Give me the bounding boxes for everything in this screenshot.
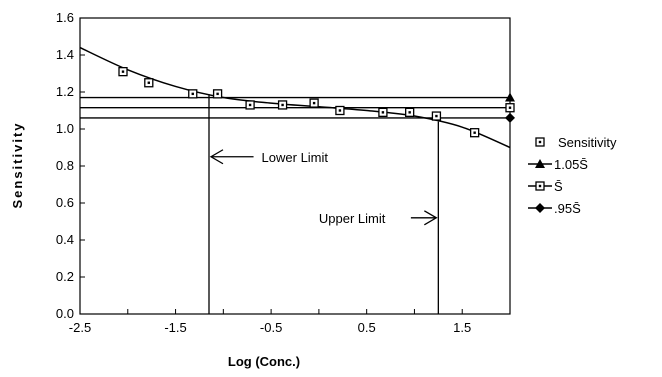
- arrowhead-lower-limit: [209, 149, 224, 165]
- reference-line-marker-3: [505, 112, 515, 123]
- y-tick-label: 0.6: [56, 195, 74, 210]
- sensitivity-point: [309, 98, 319, 108]
- y-tick-label: 1.2: [56, 84, 74, 99]
- y-tick-label: 0.4: [56, 232, 74, 247]
- x-tick-label: -1.5: [164, 320, 186, 335]
- sensitivity-point: [335, 105, 345, 116]
- sensitivity-point: [469, 128, 480, 138]
- legend: Sensitivity 1.05S̄ S̄ .95S̄: [528, 135, 617, 216]
- legend-marker-0: [535, 137, 545, 147]
- x-tick-label: 1.5: [453, 320, 471, 335]
- sensitivity-point: [431, 111, 442, 121]
- y-tick-label: 0.8: [56, 158, 74, 173]
- sensitivity-point: [188, 89, 198, 99]
- legend-label-2: S̄: [554, 179, 563, 194]
- x-axis-label: Log (Conc.): [228, 354, 300, 369]
- plot-frame: [79, 17, 511, 315]
- x-tick-label: -0.5: [260, 320, 282, 335]
- x-tick-label: 0.5: [358, 320, 376, 335]
- annotation-upper-limit: Upper Limit: [319, 211, 386, 226]
- x-tick-label: -2.5: [69, 320, 91, 335]
- legend-label-0: Sensitivity: [558, 135, 617, 150]
- y-tick-label: 1.4: [56, 47, 74, 62]
- legend-label-1: 1.05S̄: [554, 157, 588, 172]
- arrowhead-upper-limit: [424, 210, 438, 226]
- sensitivity-point: [277, 100, 288, 110]
- sensitivity-point: [144, 78, 154, 88]
- sensitivity-point: [118, 67, 128, 77]
- y-tick-label: 0.2: [56, 269, 74, 284]
- plot-area: 0.0 0.2 0.4 0.6 0.8 1.0 1.2 1.4 1.6 -2.5 -1.5 -0.5 0…: [56, 10, 515, 335]
- y-tick-label: 0.0: [56, 306, 74, 321]
- reference-line-marker-1: [505, 92, 515, 102]
- y-tick-label: 1.0: [56, 121, 74, 136]
- annotation-lower-limit: Lower Limit: [262, 150, 329, 165]
- legend-marker-3: [535, 203, 545, 213]
- y-tick-label: 1.6: [56, 10, 74, 25]
- y-axis-label: Sensitivity: [10, 121, 25, 208]
- legend-label-3: .95S̄: [554, 201, 581, 216]
- sensitivity-point: [405, 107, 415, 117]
- legend-marker-1: [535, 159, 545, 168]
- legend-marker-2: [535, 181, 545, 191]
- sensitivity-point: [212, 89, 223, 99]
- sensitivity-point: [245, 100, 255, 110]
- reference-line-marker-2: [505, 103, 515, 113]
- sensitivity-point: [378, 107, 388, 117]
